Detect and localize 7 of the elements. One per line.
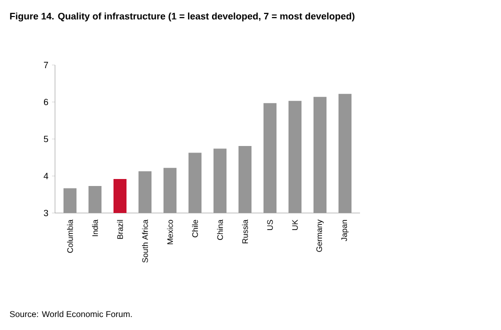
y-tick-label: 6 (44, 98, 48, 106)
source-note: Source: World Economic Forum. (10, 310, 132, 318)
y-tick-label: 5 (44, 136, 48, 142)
y-tick-label: 4 (44, 172, 48, 180)
y-tick-label: 3 (44, 210, 48, 216)
y-tick-label: 7 (44, 62, 48, 68)
chart-title: Figure 14. Quality of infrastructure (1 = least developed, 7 = most developed) (10, 12, 354, 22)
